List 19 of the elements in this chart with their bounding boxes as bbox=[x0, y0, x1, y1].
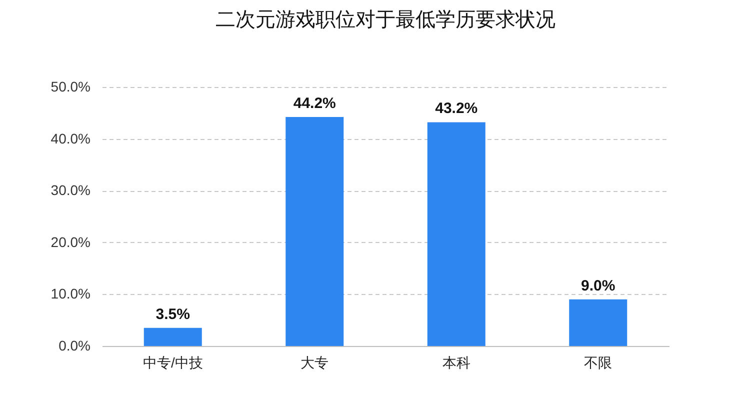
y-tick-label: 50.0% bbox=[50, 78, 90, 94]
y-tick-label: 0.0% bbox=[58, 338, 90, 354]
bar bbox=[569, 299, 628, 346]
x-tick-label: 中专/中技 bbox=[142, 354, 203, 370]
y-tick-label: 30.0% bbox=[50, 182, 90, 198]
bar bbox=[427, 122, 486, 346]
data-label: 44.2% bbox=[293, 95, 336, 112]
y-tick-label: 10.0% bbox=[50, 286, 90, 302]
y-tick-label: 40.0% bbox=[50, 130, 90, 146]
data-label: 43.2% bbox=[435, 100, 478, 118]
x-tick-label: 本科 bbox=[442, 354, 470, 370]
data-label: 9.0% bbox=[581, 277, 616, 294]
bar bbox=[144, 328, 202, 346]
bar bbox=[286, 117, 344, 346]
x-tick-label: 大专 bbox=[300, 354, 329, 370]
chart-title: 二次元游戏职位对于最低学历要求状况 bbox=[216, 9, 556, 31]
y-tick-label: 20.0% bbox=[50, 234, 90, 250]
data-label: 3.5% bbox=[156, 306, 190, 323]
x-tick-label: 不限 bbox=[584, 354, 612, 370]
